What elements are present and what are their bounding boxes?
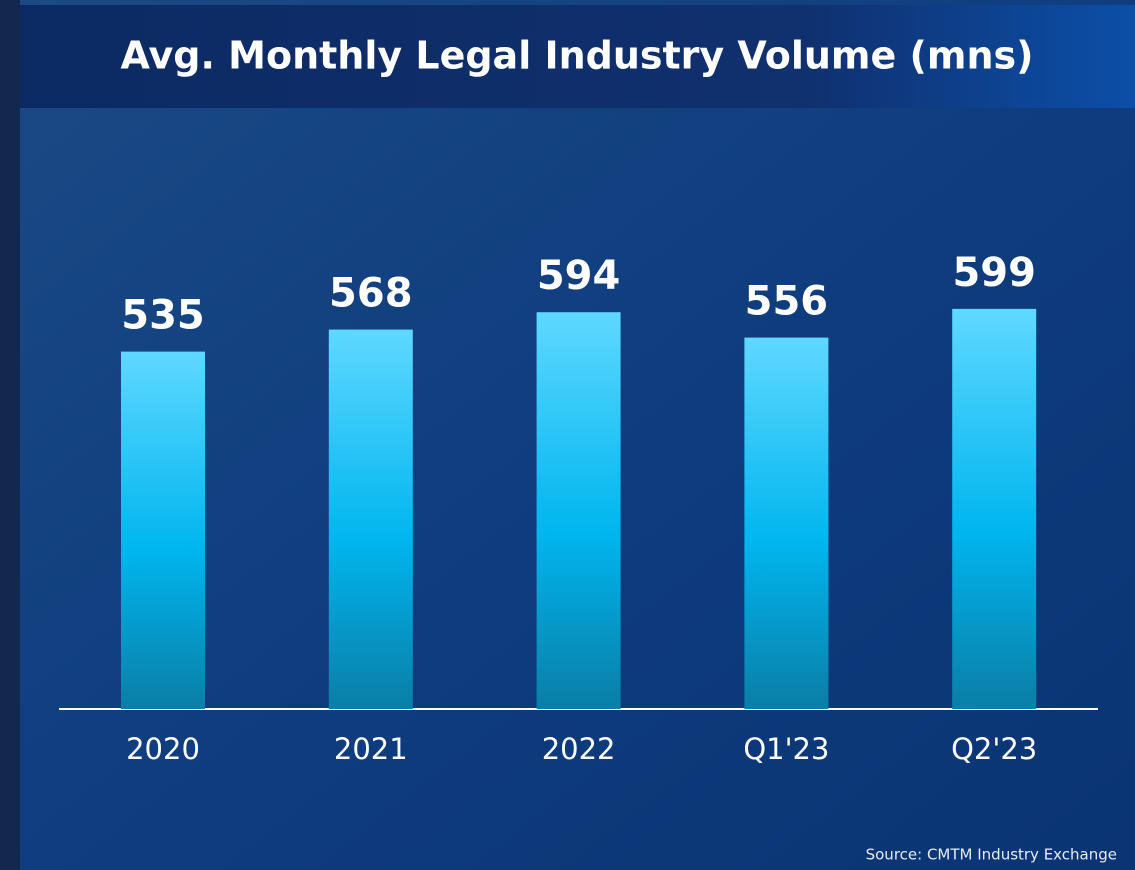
value-label: 594 (537, 253, 621, 299)
title-bar (20, 5, 1135, 108)
bar (744, 337, 829, 709)
value-label: 556 (745, 279, 829, 325)
x-tick-label: Q2'23 (951, 732, 1037, 766)
bar (121, 351, 205, 709)
x-tick-label: 2020 (126, 732, 200, 766)
x-tick-label: 2022 (542, 732, 616, 766)
x-tick-label: Q1'23 (743, 732, 829, 766)
value-label: 535 (121, 293, 205, 339)
source-note: Source: CMTM Industry Exchange (866, 846, 1117, 864)
value-label: 599 (952, 250, 1036, 296)
bar (536, 312, 621, 709)
bar (328, 329, 413, 709)
chart-title: Avg. Monthly Legal Industry Volume (mns) (120, 34, 1033, 78)
bar (952, 308, 1037, 709)
value-label: 568 (329, 271, 413, 317)
x-tick-label: 2021 (334, 732, 408, 766)
